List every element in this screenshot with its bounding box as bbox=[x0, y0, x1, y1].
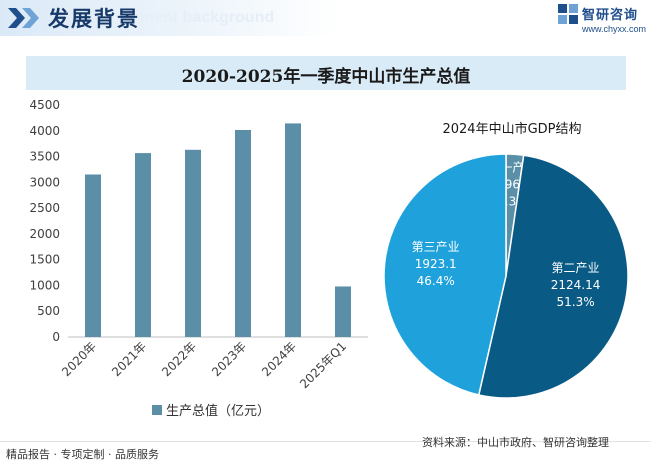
legend-swatch bbox=[152, 405, 162, 415]
y-tick-label: 1500 bbox=[29, 253, 60, 267]
chart-title: 2020-2025年一季度中山市生产总值 bbox=[181, 67, 471, 87]
x-tick-label: 2020年 bbox=[59, 339, 99, 379]
source-note: 资料来源：中山市政府、智研咨询整理 bbox=[422, 436, 609, 449]
x-tick-label: 2024年 bbox=[259, 339, 299, 379]
pie-slice-value: 2124.14 bbox=[551, 278, 601, 292]
brand-url: www.chyxx.com bbox=[582, 24, 647, 34]
pie-slice-value: 1923.1 bbox=[415, 257, 457, 271]
y-tick-label: 2000 bbox=[29, 227, 60, 241]
bar bbox=[235, 130, 251, 337]
y-tick-label: 4000 bbox=[29, 124, 60, 138]
y-tick-label: 3500 bbox=[29, 150, 60, 164]
y-tick-label: 500 bbox=[37, 304, 60, 318]
pie-slice bbox=[383, 153, 507, 396]
pie-chart: 2024年中山市GDP结构第一产业962.3%第二产业2124.1451.3%第… bbox=[383, 121, 629, 399]
x-tick-label: 2022年 bbox=[159, 339, 199, 379]
double-chevron-icon bbox=[8, 8, 39, 28]
y-tick-label: 1000 bbox=[29, 278, 60, 292]
x-tick-label: 2023年 bbox=[209, 339, 249, 379]
pie-slice-label: 第二产业 bbox=[552, 261, 600, 275]
y-tick-label: 4500 bbox=[29, 98, 60, 112]
pie-slice-label: 第三产业 bbox=[412, 240, 460, 254]
pie-slice bbox=[477, 154, 629, 399]
page-title: 发展背景 bbox=[48, 7, 140, 31]
brand-logo: 智研咨询 www.chyxx.com bbox=[558, 4, 648, 40]
pie-slice-percent: 51.3% bbox=[556, 295, 594, 309]
header-bar bbox=[0, 0, 340, 36]
chart-title-band: 2020-2025年一季度中山市生产总值 bbox=[26, 56, 626, 90]
brand-mark-icon bbox=[558, 4, 578, 24]
bar bbox=[135, 153, 151, 337]
header-subtitle: ment background bbox=[140, 9, 275, 26]
bar-chart: 0 500 1000 1500 2000 2500 3000 3500 4000 4500 2020… bbox=[29, 98, 368, 419]
footer-divider bbox=[0, 441, 651, 442]
header: ment background 发展背景 智研咨询 www.chyxx.com bbox=[0, 0, 651, 42]
y-tick-label: 3000 bbox=[29, 175, 60, 189]
bar bbox=[185, 149, 201, 337]
y-tick-label: 0 bbox=[52, 330, 60, 344]
x-tick-label: 2021年 bbox=[109, 339, 149, 379]
footer-tagline: 精品报告 · 专项定制 · 品质服务 bbox=[6, 448, 159, 461]
x-tick-label: 2025年Q1 bbox=[297, 339, 349, 391]
bar bbox=[85, 174, 101, 337]
pie-slice-value: 96 bbox=[505, 177, 520, 191]
y-tick-label: 2500 bbox=[29, 201, 60, 215]
brand-name: 智研咨询 bbox=[582, 8, 639, 23]
bar bbox=[335, 286, 351, 337]
legend-label: 生产总值（亿元） bbox=[166, 403, 270, 419]
pie-slice-percent: 46.4% bbox=[417, 274, 455, 288]
bar bbox=[285, 123, 301, 337]
pie-title: 2024年中山市GDP结构 bbox=[442, 121, 581, 137]
